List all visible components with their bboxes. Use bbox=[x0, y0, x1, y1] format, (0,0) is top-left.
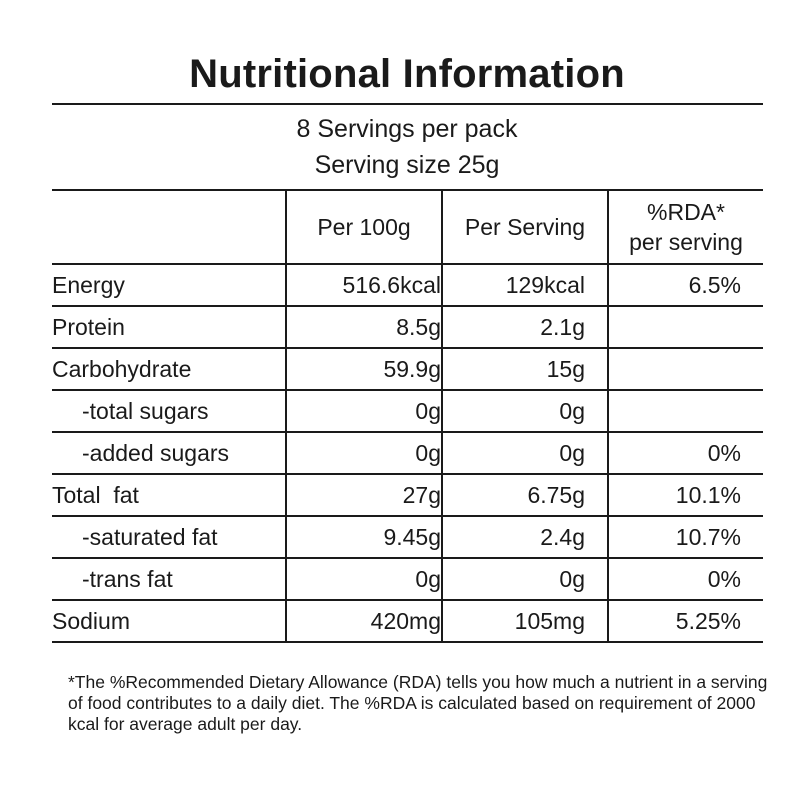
per-100g-value: 0g bbox=[286, 558, 442, 600]
table-row: Sodium 420mg 105mg 5.25% bbox=[52, 600, 763, 642]
table-row: Energy 516.6kcal 129kcal 6.5% bbox=[52, 264, 763, 306]
header-rda-line1: %RDA* bbox=[647, 199, 725, 225]
nutrient-name: -added sugars bbox=[52, 432, 286, 474]
per-serving-value: 0g bbox=[442, 390, 608, 432]
per-100g-value: 59.9g bbox=[286, 348, 442, 390]
nutrient-name: -total sugars bbox=[52, 390, 286, 432]
table-row: -total sugars 0g 0g bbox=[52, 390, 763, 432]
nutrient-name: Protein bbox=[52, 306, 286, 348]
table-row: -added sugars 0g 0g 0% bbox=[52, 432, 763, 474]
table-row: -trans fat 0g 0g 0% bbox=[52, 558, 763, 600]
per-100g-value: 420mg bbox=[286, 600, 442, 642]
per-100g-value: 9.45g bbox=[286, 516, 442, 558]
per-100g-value: 27g bbox=[286, 474, 442, 516]
rda-value bbox=[608, 348, 763, 390]
header-rda: %RDA* per serving bbox=[608, 190, 763, 264]
serving-size: Serving size 25g bbox=[0, 151, 800, 180]
header-rda-line2: per serving bbox=[629, 229, 743, 255]
rda-value bbox=[608, 306, 763, 348]
per-serving-value: 105mg bbox=[442, 600, 608, 642]
header-per-serving: Per Serving bbox=[442, 190, 608, 264]
rda-value: 10.7% bbox=[608, 516, 763, 558]
per-serving-value: 129kcal bbox=[442, 264, 608, 306]
per-serving-value: 2.4g bbox=[442, 516, 608, 558]
servings-per-pack: 8 Servings per pack bbox=[0, 115, 800, 144]
nutrient-name: Energy bbox=[52, 264, 286, 306]
rda-value: 6.5% bbox=[608, 264, 763, 306]
rda-value bbox=[608, 390, 763, 432]
table-header-row: Per 100g Per Serving %RDA* per serving bbox=[52, 190, 763, 264]
per-serving-value: 0g bbox=[442, 558, 608, 600]
nutrient-name: Carbohydrate bbox=[52, 348, 286, 390]
per-100g-value: 0g bbox=[286, 432, 442, 474]
per-serving-value: 0g bbox=[442, 432, 608, 474]
table-row: -saturated fat 9.45g 2.4g 10.7% bbox=[52, 516, 763, 558]
nutrition-table: Per 100g Per Serving %RDA* per serving E… bbox=[52, 189, 763, 643]
nutrient-name: -trans fat bbox=[52, 558, 286, 600]
nutrient-name: Total fat bbox=[52, 474, 286, 516]
nutrient-name: Sodium bbox=[52, 600, 286, 642]
header-per-100g: Per 100g bbox=[286, 190, 442, 264]
per-100g-value: 516.6kcal bbox=[286, 264, 442, 306]
rda-footnote: *The %Recommended Dietary Allowance (RDA… bbox=[68, 672, 768, 735]
title-divider bbox=[52, 103, 763, 105]
per-100g-value: 0g bbox=[286, 390, 442, 432]
header-nutrient bbox=[52, 190, 286, 264]
rda-value: 0% bbox=[608, 558, 763, 600]
per-100g-value: 8.5g bbox=[286, 306, 442, 348]
per-serving-value: 2.1g bbox=[442, 306, 608, 348]
page-title: Nutritional Information bbox=[0, 52, 800, 97]
rda-value: 10.1% bbox=[608, 474, 763, 516]
table-row: Total fat 27g 6.75g 10.1% bbox=[52, 474, 763, 516]
table-row: Protein 8.5g 2.1g bbox=[52, 306, 763, 348]
table-row: Carbohydrate 59.9g 15g bbox=[52, 348, 763, 390]
rda-value: 0% bbox=[608, 432, 763, 474]
per-serving-value: 6.75g bbox=[442, 474, 608, 516]
per-serving-value: 15g bbox=[442, 348, 608, 390]
nutrient-name: -saturated fat bbox=[52, 516, 286, 558]
rda-value: 5.25% bbox=[608, 600, 763, 642]
